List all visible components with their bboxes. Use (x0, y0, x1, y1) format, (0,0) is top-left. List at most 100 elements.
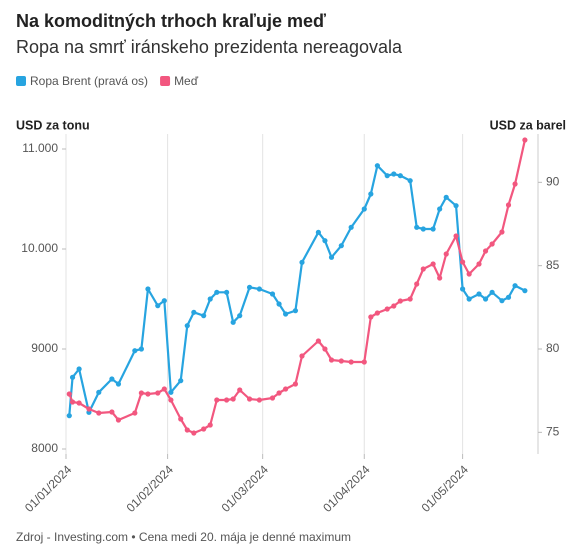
series-point (430, 261, 436, 267)
series-point (207, 422, 213, 428)
series-point (420, 226, 426, 232)
series-point (292, 381, 299, 387)
x-tick-label: 01/03/2024 (219, 462, 272, 515)
series-point (246, 284, 253, 290)
series-point (397, 173, 403, 179)
series-point (145, 391, 151, 397)
series-point (348, 359, 354, 365)
series-point (237, 387, 243, 393)
series-line (68, 139, 526, 435)
series-point (348, 224, 354, 230)
series-point (224, 397, 230, 403)
series-point (115, 381, 122, 387)
series-point (168, 397, 174, 403)
series-point (476, 291, 482, 297)
x-tick-label: 01/01/2024 (22, 462, 75, 515)
series-point (453, 233, 459, 239)
series-point (437, 206, 443, 212)
series-point (466, 271, 472, 277)
series-point (489, 241, 495, 247)
series-point (437, 275, 443, 281)
series-point (361, 359, 367, 365)
series-point (414, 224, 420, 230)
series-point (214, 397, 220, 403)
series-point (161, 298, 167, 304)
series-point (476, 261, 482, 267)
y2-tick-label: 85 (546, 258, 560, 272)
series-point (361, 206, 367, 212)
series-point (315, 338, 321, 344)
y-tick-label: 9000 (31, 341, 58, 355)
series-point (384, 173, 390, 179)
y2-tick-label: 75 (546, 425, 560, 439)
series-point (368, 314, 374, 320)
chart-subtitle: Ropa na smrť iránskeho prezidenta nereag… (16, 37, 403, 57)
series-point (407, 178, 413, 184)
series-point (374, 310, 380, 316)
series-point (155, 303, 161, 309)
series-point (276, 390, 282, 396)
series-point (466, 296, 472, 302)
series-point (96, 410, 102, 416)
series-point (178, 416, 184, 422)
series-point (512, 283, 518, 289)
series-point (184, 427, 190, 433)
series-point (109, 409, 115, 415)
series-point (368, 191, 374, 197)
series-point (499, 229, 505, 235)
series-point (96, 389, 102, 395)
y2-tick-label: 80 (546, 341, 560, 355)
series-point (66, 413, 72, 419)
series-point (201, 426, 207, 432)
series-point (246, 396, 253, 402)
series-point (115, 417, 122, 423)
series-point (161, 386, 167, 392)
x-tick-label: 01/05/2024 (419, 462, 472, 515)
series-point (328, 357, 335, 363)
series-point (338, 358, 344, 364)
y-tick-label: 11.000 (22, 141, 58, 155)
series-point (391, 171, 397, 177)
series-point (292, 308, 299, 314)
series-point (76, 366, 82, 372)
series-point (322, 238, 328, 244)
y-tick-label: 10.000 (21, 241, 58, 255)
series-point (482, 296, 489, 302)
series-point (322, 346, 328, 352)
series-point (505, 294, 512, 300)
x-tick-label: 01/04/2024 (320, 462, 373, 515)
x-tick-label: 01/02/2024 (124, 462, 177, 515)
chart-title: Na komoditných trhoch kraľuje meď (16, 11, 326, 31)
series-point (299, 353, 305, 359)
legend-swatch (160, 76, 171, 86)
series-point (512, 181, 518, 187)
series-point (384, 306, 390, 312)
series-point (374, 163, 380, 169)
series-point (276, 301, 282, 307)
series-point (522, 288, 528, 294)
series-point (155, 390, 161, 396)
series-point (299, 259, 305, 265)
footnote: Zdroj - Investing.com • Cena medi 20. má… (16, 530, 351, 544)
series-point (201, 313, 207, 319)
y2-axis-title: USD za barel (490, 118, 566, 132)
series-point (460, 286, 466, 292)
series-point (505, 202, 512, 208)
series-point (145, 286, 151, 292)
series-point (207, 296, 213, 302)
legend-label: Meď (174, 74, 199, 88)
series-point (224, 289, 230, 295)
series-point (283, 386, 289, 392)
series-point (430, 226, 436, 232)
series-point (397, 298, 403, 304)
series-point (283, 311, 289, 317)
y2-tick-label: 90 (546, 175, 560, 189)
series-point (328, 254, 335, 260)
series-point (214, 289, 220, 295)
series-point (230, 396, 236, 402)
series-point (76, 400, 82, 406)
series-point (407, 296, 413, 302)
y-axis-title: USD za tonu (16, 118, 90, 132)
series-point (414, 281, 420, 287)
